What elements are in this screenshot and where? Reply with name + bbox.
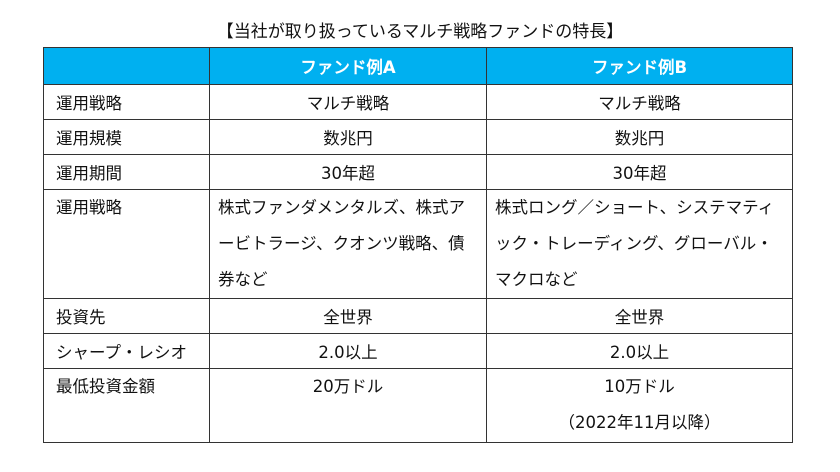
table-row: シャープ・レシオ 2.0以上 2.0以上	[43, 333, 793, 369]
table-row: 投資先 全世界 全世界	[43, 298, 793, 334]
cell-fund-a: 2.0以上	[209, 333, 487, 369]
table-row: 運用戦略 株式ファンダメンタルズ、株式アービトラージ、クオンツ戦略、債券など 株…	[43, 189, 793, 299]
row-label: 投資先	[43, 298, 210, 334]
cell-fund-b: 10万ドル （2022年11月以降）	[486, 368, 793, 443]
table-row: 運用戦略 マルチ戦略 マルチ戦略	[43, 84, 793, 120]
cell-fund-a: 数兆円	[209, 119, 487, 155]
cell-fund-b: 全世界	[486, 298, 793, 334]
cell-fund-b: 30年超	[486, 154, 793, 190]
min-investment-value: 10万ドル	[604, 377, 675, 396]
table-row: 最低投資金額 20万ドル 10万ドル （2022年11月以降）	[43, 368, 793, 443]
cell-fund-a: 株式ファンダメンタルズ、株式アービトラージ、クオンツ戦略、債券など	[209, 189, 487, 299]
header-fund-a: ファンド例A	[209, 47, 487, 85]
cell-fund-b: 数兆円	[486, 119, 793, 155]
cell-fund-a: 全世界	[209, 298, 487, 334]
table-title: 【当社が取り扱っているマルチ戦略ファンドの特長】	[216, 22, 624, 42]
row-label: 運用規模	[43, 119, 210, 155]
cell-fund-a: 30年超	[209, 154, 487, 190]
cell-fund-b: 2.0以上	[486, 333, 793, 369]
header-fund-b: ファンド例B	[486, 47, 793, 85]
row-label: シャープ・レシオ	[43, 333, 210, 369]
cell-fund-b: マルチ戦略	[486, 84, 793, 120]
min-investment-note: （2022年11月以降）	[558, 413, 721, 432]
cell-fund-a: 20万ドル	[209, 368, 487, 443]
fund-comparison-table: ファンド例A ファンド例B 運用戦略 マルチ戦略 マルチ戦略 運用規模 数兆円 …	[43, 47, 793, 443]
table-row: 運用期間 30年超 30年超	[43, 154, 793, 190]
row-label: 運用期間	[43, 154, 210, 190]
row-label: 最低投資金額	[43, 368, 210, 443]
row-label: 運用戦略	[43, 84, 210, 120]
cell-fund-a: マルチ戦略	[209, 84, 487, 120]
table-row: 運用規模 数兆円 数兆円	[43, 119, 793, 155]
cell-fund-b: 株式ロング／ショート、システマティック・トレーディング、グローバル・マクロなど	[486, 189, 793, 299]
row-label: 運用戦略	[43, 189, 210, 299]
header-row: ファンド例A ファンド例B	[43, 47, 793, 85]
header-blank	[43, 47, 210, 85]
